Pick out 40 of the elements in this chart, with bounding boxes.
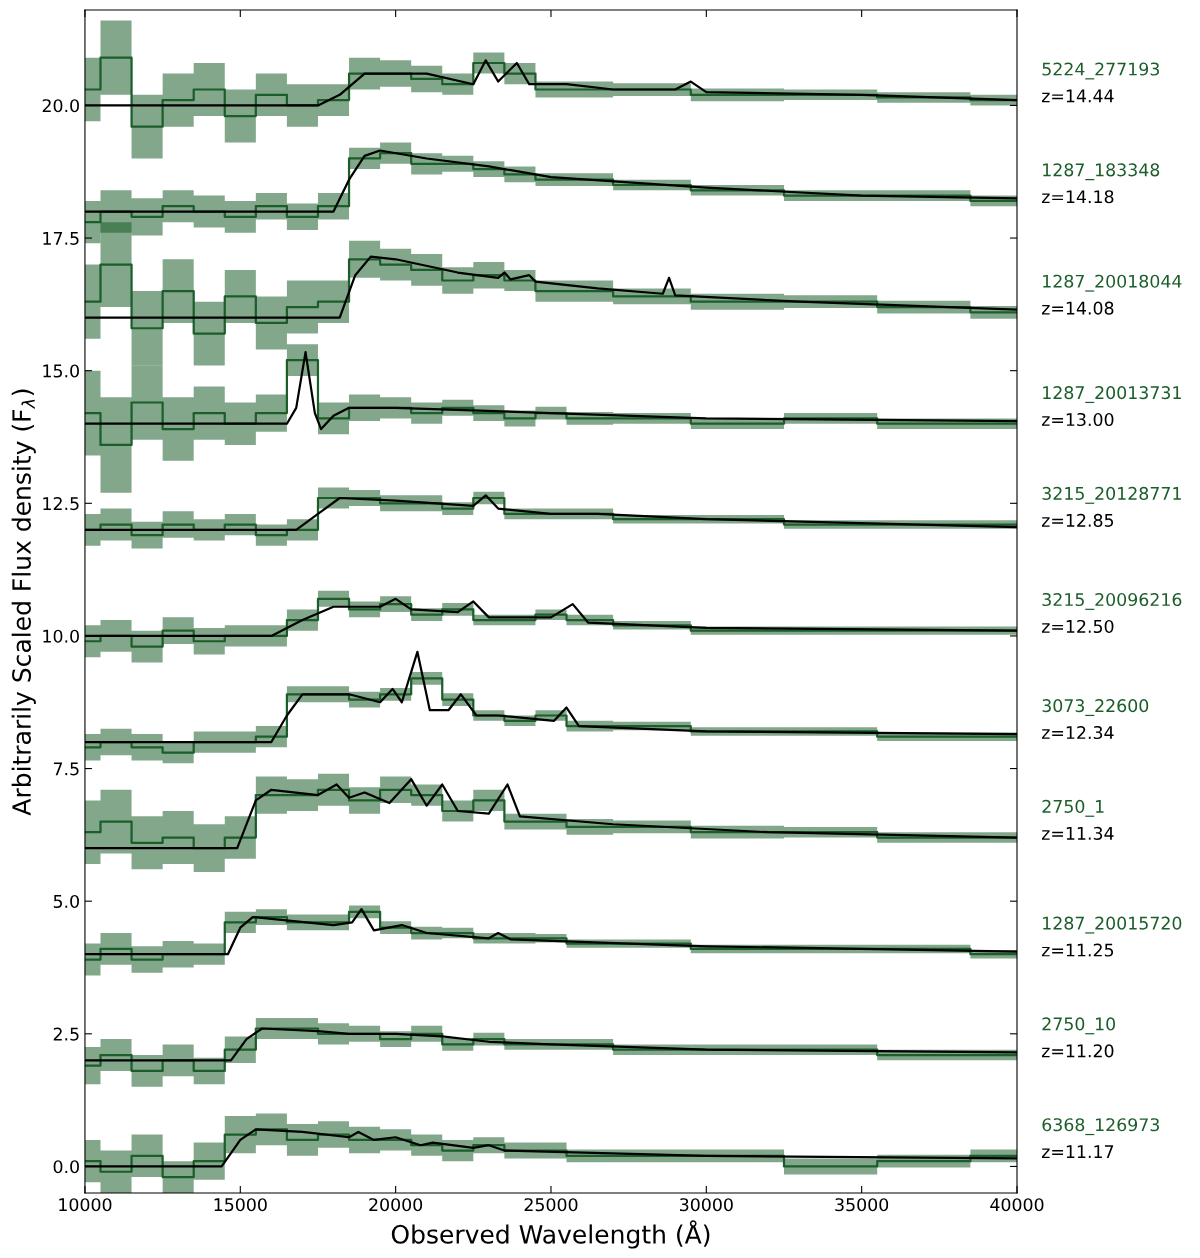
y-tick-label: 7.5 — [53, 762, 79, 776]
text: z=11.17 — [1041, 1145, 1114, 1158]
x-tick-label: 20000 — [369, 1198, 423, 1212]
y-tick-label: 5.0 — [53, 894, 79, 909]
text: z=11.25 — [1041, 943, 1114, 957]
text: z=12.50 — [1041, 619, 1114, 634]
y-tick-label: 20.0 — [42, 99, 79, 113]
series-label: 2750_10 — [1042, 1017, 1116, 1035]
text: z=11.34 — [1041, 826, 1114, 840]
text: z=11.20 — [1041, 1044, 1114, 1058]
x-tick-label: 30000 — [680, 1198, 733, 1212]
series-label: 3215_20128771 — [1042, 486, 1181, 504]
y-tick-label: 12.5 — [43, 497, 79, 511]
series-label: 1287_183348 — [1043, 163, 1160, 181]
series-label: 1287_20015720 — [1043, 916, 1182, 934]
text: z=14.08 — [1041, 301, 1114, 315]
series-label: 1287_20018044 — [1043, 274, 1182, 292]
y-tick-label: 0.0 — [53, 1160, 79, 1174]
x-axis-title: Observed Wavelength (Å) — [391, 1220, 710, 1249]
x-tick-label: 35000 — [835, 1198, 889, 1212]
series-label: 6368_126973 — [1042, 1118, 1159, 1136]
x-tick-label: 10000 — [59, 1198, 112, 1212]
y-tick-label: 10.0 — [43, 629, 79, 643]
text: z=12.34 — [1041, 725, 1114, 740]
x-tick-label: 40000 — [990, 1198, 1044, 1212]
y-tick-label: 17.5 — [43, 231, 79, 245]
text: z=12.85 — [1041, 513, 1114, 527]
series-label: 5224_277193 — [1042, 62, 1159, 80]
x-tick-label: 25000 — [524, 1198, 578, 1212]
text: z=14.44 — [1041, 89, 1114, 103]
text: z=14.18 — [1041, 190, 1114, 204]
text: z=13.00 — [1041, 412, 1114, 427]
series-label: 3073_22600 — [1042, 699, 1149, 717]
series-label: 3215_20096216 — [1042, 592, 1182, 610]
series-label: 2750_1 — [1042, 799, 1104, 817]
y-tick-label: 15.0 — [43, 364, 79, 378]
x-tick-label: 15000 — [214, 1198, 267, 1212]
y-axis-title: Arbitrarily Scaled Flux density (F$_{λ}$) — [11, 389, 36, 816]
y-tick-label: 2.5 — [53, 1027, 79, 1041]
series-label: 1287_20013731 — [1043, 386, 1181, 404]
